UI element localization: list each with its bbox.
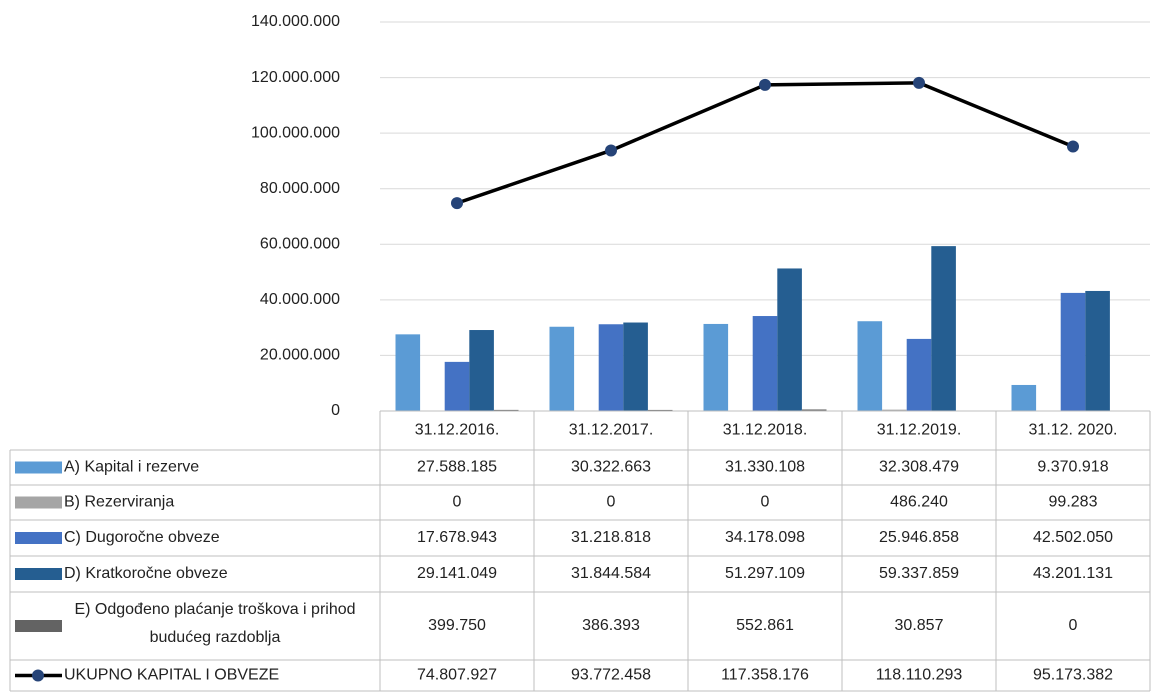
- table-value: 99.283: [1049, 494, 1098, 511]
- legend-key: [15, 461, 62, 474]
- line-marker: [1067, 140, 1079, 153]
- table-value: 0: [453, 494, 462, 511]
- bar: [1085, 290, 1110, 411]
- table-value: 31.330.108: [725, 459, 805, 476]
- bar: [395, 334, 421, 411]
- legend-key: [15, 568, 62, 580]
- table-value: 59.337.859: [879, 565, 959, 582]
- table-value: 27.588.185: [417, 459, 497, 476]
- table-value: 95.173.382: [1033, 667, 1113, 684]
- table-value: 9.370.918: [1037, 459, 1108, 476]
- bar: [549, 326, 575, 411]
- bar: [1060, 292, 1086, 411]
- table-value: 32.308.479: [879, 459, 959, 476]
- table-value: 30.322.663: [571, 459, 651, 476]
- table-value: 29.141.049: [417, 565, 497, 582]
- table-value: 31.218.818: [571, 529, 651, 546]
- bar: [469, 330, 494, 411]
- table-value: 93.772.458: [571, 667, 651, 684]
- y-tick-label: 140.000.000: [251, 13, 340, 30]
- legend-label: E) Odgođeno plaćanje troškova i prihod b…: [74, 601, 356, 646]
- table-value: 0: [761, 494, 770, 511]
- line-marker: [759, 78, 771, 91]
- y-tick-label: 60.000.000: [260, 236, 340, 253]
- table-value: 74.807.927: [417, 667, 497, 684]
- table-value: 42.502.050: [1033, 529, 1113, 546]
- bar: [777, 268, 802, 411]
- line-marker: [605, 144, 617, 157]
- table-value: 34.178.098: [725, 529, 805, 546]
- category-label: 31.12. 2020.: [1029, 422, 1118, 439]
- bar: [623, 322, 648, 411]
- table-value: 399.750: [428, 617, 486, 634]
- table-value: 31.844.584: [571, 565, 651, 582]
- bar: [931, 246, 956, 411]
- table-value: 0: [607, 494, 616, 511]
- bar: [882, 409, 907, 411]
- bar: [1011, 384, 1037, 411]
- line-marker: [451, 197, 463, 210]
- bar: [906, 338, 932, 411]
- y-tick-label: 100.000.000: [251, 124, 340, 141]
- category-label: 31.12.2017.: [569, 422, 654, 439]
- y-tick-label: 120.000.000: [251, 69, 340, 86]
- bar: [647, 409, 673, 411]
- legend-label: UKUPNO KAPITAL I OBVEZE: [64, 667, 279, 684]
- legend-key: [15, 496, 62, 509]
- bar: [801, 409, 827, 411]
- table-value: 118.110.293: [876, 667, 963, 684]
- legend-key-marker: [32, 669, 44, 682]
- y-tick-label: 80.000.000: [260, 180, 340, 197]
- legend-label: A) Kapital i rezerve: [64, 459, 199, 476]
- table-value: 0: [1069, 617, 1078, 634]
- bar: [493, 409, 519, 411]
- bar: [752, 316, 778, 411]
- table-value: 51.297.109: [725, 565, 805, 582]
- legend-label: D) Kratkoročne obveze: [64, 565, 228, 582]
- table-value: 30.857: [895, 617, 944, 634]
- table-value: 25.946.858: [879, 529, 959, 546]
- y-tick-label: 20.000.000: [260, 347, 340, 364]
- table-value: 17.678.943: [417, 529, 497, 546]
- table-value: 386.393: [582, 617, 640, 634]
- legend-label-box: E) Odgođeno plaćanje troškova i prihod b…: [74, 601, 356, 646]
- table-value: 552.861: [736, 617, 794, 634]
- legend-key: [15, 532, 62, 544]
- table-value: 43.201.131: [1033, 565, 1113, 582]
- total-line: [456, 81, 1074, 205]
- table-value: 486.240: [890, 494, 948, 511]
- y-tick-label: 0: [331, 402, 340, 419]
- category-label: 31.12.2016.: [415, 422, 500, 439]
- legend-label: C) Dugoročne obveze: [64, 529, 220, 546]
- line-marker: [913, 76, 925, 89]
- bar: [444, 361, 470, 411]
- y-tick-label: 40.000.000: [260, 291, 340, 308]
- bar: [703, 323, 729, 411]
- category-label: 31.12.2019.: [877, 422, 962, 439]
- legend-key: [15, 620, 62, 632]
- legend-label: B) Rezerviranja: [64, 494, 174, 511]
- table-value: 117.358.176: [721, 667, 809, 684]
- bar: [598, 324, 624, 411]
- bar: [857, 321, 883, 411]
- category-label: 31.12.2018.: [723, 422, 808, 439]
